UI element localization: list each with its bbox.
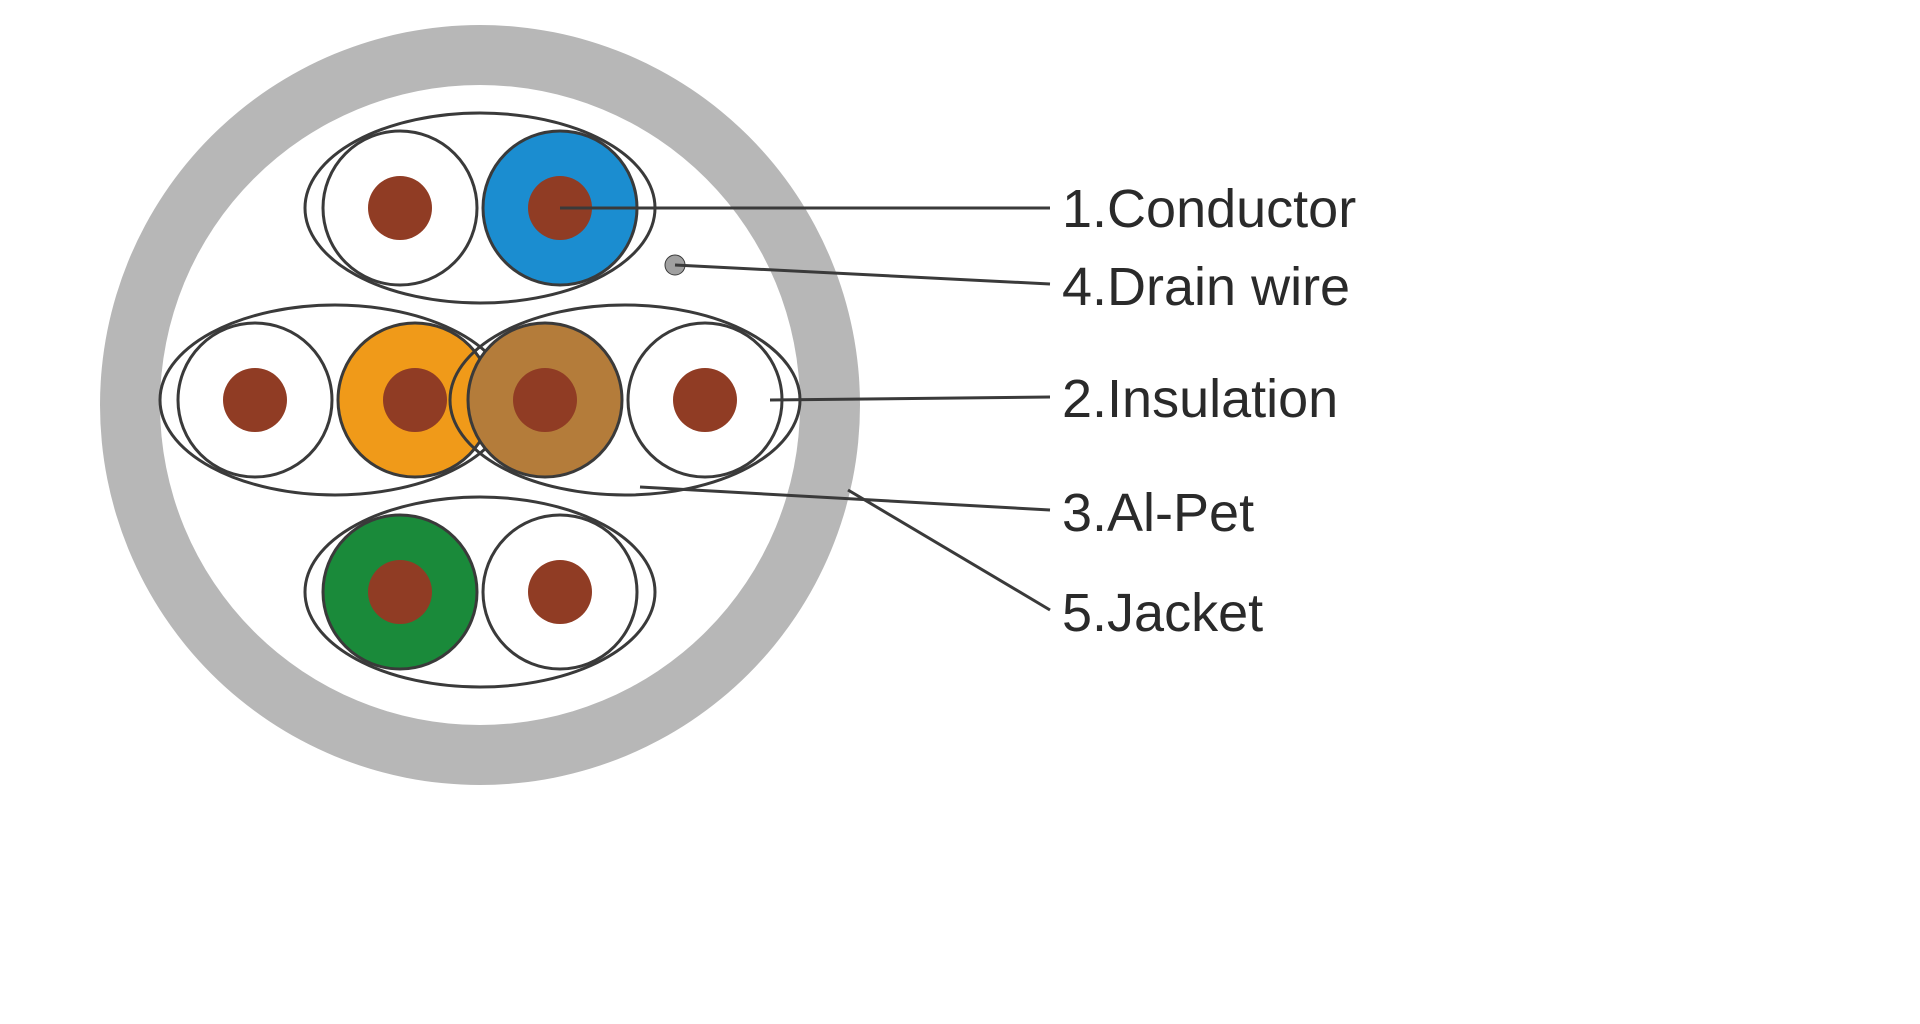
wire-conductor	[513, 368, 577, 432]
wire-conductor	[528, 560, 592, 624]
wire-conductor	[368, 560, 432, 624]
cable-cross-section-diagram: 1.Conductor 4.Drain wire 2.Insulation 3.Al-…	[0, 0, 1920, 1019]
label: 2.Insulation	[1062, 368, 1338, 430]
label: 5.Jacket	[1062, 582, 1263, 644]
wire-conductor	[368, 176, 432, 240]
wire-conductor	[673, 368, 737, 432]
label: 4.Drain wire	[1062, 256, 1350, 318]
wire-conductor	[383, 368, 447, 432]
diagram-svg	[0, 0, 1920, 1019]
label: 3.Al-Pet	[1062, 482, 1254, 544]
label: 1.Conductor	[1062, 178, 1356, 240]
wire-conductor	[223, 368, 287, 432]
